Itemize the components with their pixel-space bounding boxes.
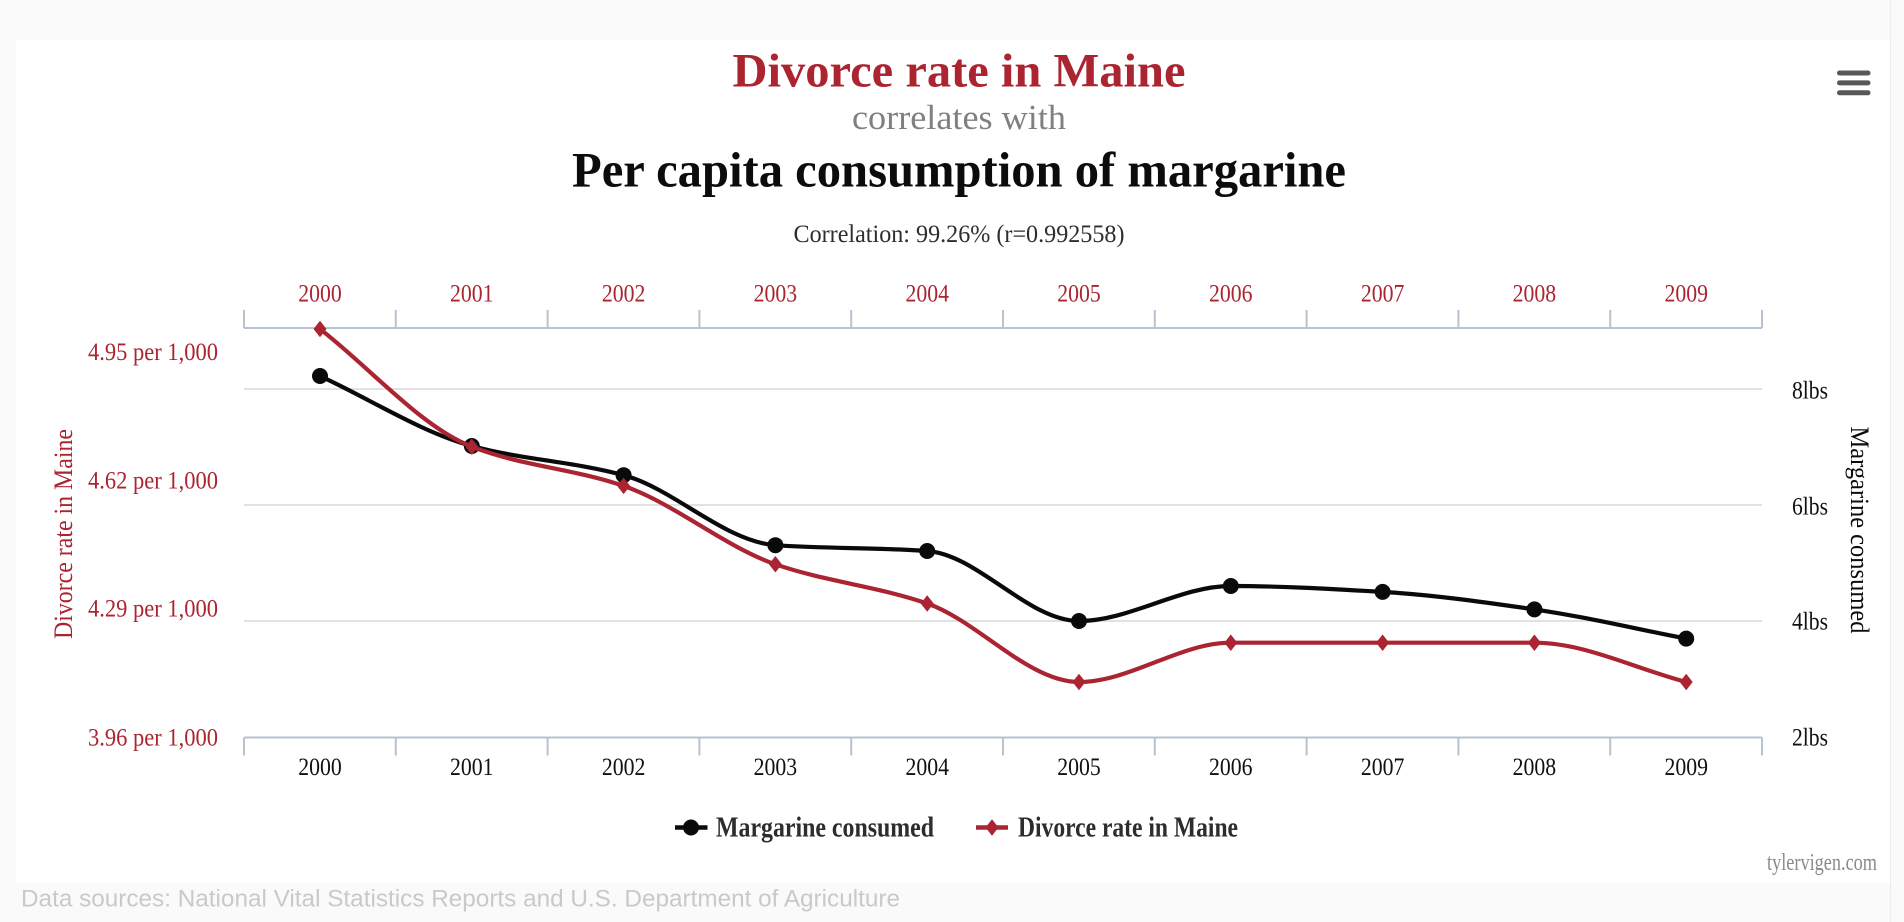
svg-text:2000: 2000 [298,754,342,781]
svg-text:2002: 2002 [602,754,646,781]
svg-text:Per capita consumption of marg: Per capita consumption of margarine [572,142,1346,198]
svg-text:2008: 2008 [1513,754,1557,781]
svg-text:2006: 2006 [1209,281,1253,308]
svg-text:2009: 2009 [1664,754,1708,781]
svg-text:2000: 2000 [298,281,342,308]
svg-text:Data sources: National Vital S: Data sources: National Vital Statistics … [21,886,900,913]
svg-text:2007: 2007 [1361,754,1405,781]
svg-text:Margarine consumed: Margarine consumed [716,813,934,844]
svg-text:2007: 2007 [1361,281,1405,308]
svg-text:2005: 2005 [1057,754,1101,781]
svg-text:2003: 2003 [754,281,798,308]
svg-text:Divorce rate in Maine: Divorce rate in Maine [1018,813,1238,844]
svg-text:2004: 2004 [905,281,949,308]
svg-text:2003: 2003 [754,754,798,781]
svg-text:2006: 2006 [1209,754,1253,781]
svg-text:2001: 2001 [450,754,494,781]
svg-text:2lbs: 2lbs [1792,725,1828,752]
svg-text:Divorce rate in Maine: Divorce rate in Maine [49,429,78,639]
svg-text:6lbs: 6lbs [1792,494,1828,521]
svg-text:Correlation: 99.26% (r=0.99255: Correlation: 99.26% (r=0.992558) [794,221,1125,248]
svg-text:4.62 per 1,000: 4.62 per 1,000 [88,468,218,495]
svg-text:4.95 per 1,000: 4.95 per 1,000 [88,339,218,366]
svg-text:4lbs: 4lbs [1792,609,1828,636]
svg-text:3.96 per 1,000: 3.96 per 1,000 [88,725,218,752]
svg-text:2002: 2002 [602,281,646,308]
svg-text:2005: 2005 [1057,281,1101,308]
svg-text:4.29 per 1,000: 4.29 per 1,000 [88,596,218,623]
svg-text:tylervigen.com: tylervigen.com [1767,850,1877,876]
svg-text:8lbs: 8lbs [1792,378,1828,405]
svg-text:Divorce rate in Maine: Divorce rate in Maine [733,45,1186,98]
svg-text:2009: 2009 [1664,281,1708,308]
svg-text:2001: 2001 [450,281,494,308]
svg-text:correlates with: correlates with [852,98,1067,137]
svg-text:2004: 2004 [905,754,949,781]
svg-text:Margarine consumed: Margarine consumed [1845,427,1874,634]
svg-text:2008: 2008 [1513,281,1557,308]
